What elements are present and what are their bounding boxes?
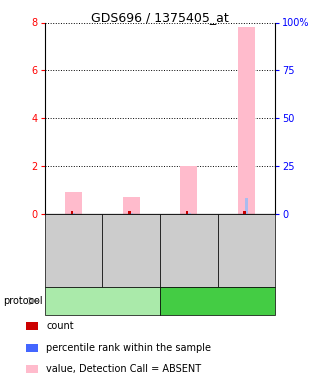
Text: value, Detection Call = ABSENT: value, Detection Call = ABSENT	[46, 364, 202, 374]
Text: fibronectin: fibronectin	[189, 296, 246, 306]
Bar	[71, 211, 73, 214]
Text: GSM17077: GSM17077	[69, 228, 78, 273]
Bar	[65, 192, 82, 214]
Text: protocol: protocol	[3, 296, 43, 306]
Bar	[128, 211, 131, 214]
Text: percentile rank within the sample: percentile rank within the sample	[46, 343, 212, 352]
Bar	[186, 211, 188, 214]
Text: count: count	[46, 321, 74, 331]
Text: GSM17078: GSM17078	[127, 228, 136, 273]
Bar	[244, 211, 246, 214]
Text: GSM17080: GSM17080	[242, 228, 251, 273]
Text: GSM17079: GSM17079	[184, 228, 193, 273]
Bar	[245, 198, 248, 214]
Bar	[238, 27, 255, 214]
Text: GDS696 / 1375405_at: GDS696 / 1375405_at	[91, 11, 229, 24]
Bar	[180, 166, 197, 214]
Bar	[130, 213, 133, 214]
Bar	[123, 197, 140, 214]
Text: control: control	[84, 296, 121, 306]
Bar	[72, 213, 75, 214]
Bar	[187, 213, 190, 214]
